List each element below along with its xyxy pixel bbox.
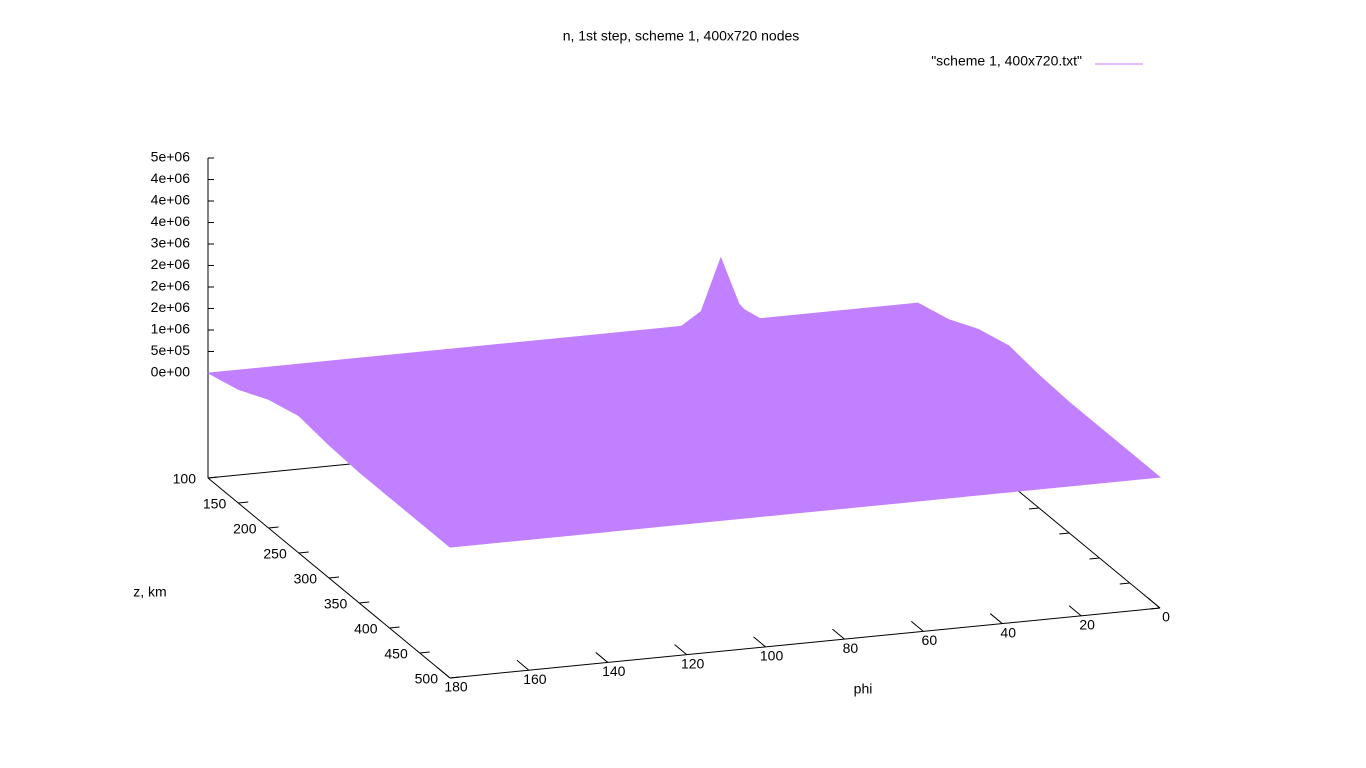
x-tick bbox=[516, 659, 530, 671]
x-tick-label: 0 bbox=[1162, 609, 1170, 625]
x-tick bbox=[832, 628, 845, 640]
y-tick-label: 300 bbox=[294, 571, 318, 587]
y-tick bbox=[419, 651, 430, 654]
x-tick-label: 140 bbox=[602, 663, 626, 679]
x-tick-label: 20 bbox=[1079, 616, 1095, 632]
z-tick-label: 2e+06 bbox=[151, 278, 191, 294]
z-tick-label: 0e+00 bbox=[151, 364, 191, 380]
y-tick bbox=[1089, 557, 1100, 560]
y-tick bbox=[1119, 582, 1130, 585]
x-tick-label: 80 bbox=[843, 640, 859, 656]
x-tick bbox=[1147, 597, 1161, 609]
z-tick-label: 1e+06 bbox=[151, 321, 191, 337]
x-tick-label: 180 bbox=[444, 679, 468, 695]
y-tick-label: 150 bbox=[203, 496, 227, 512]
x-tick bbox=[674, 644, 687, 656]
x-tick-label: 60 bbox=[922, 632, 938, 648]
z-tick-label: 4e+06 bbox=[151, 213, 191, 229]
chart-title: n, 1st step, scheme 1, 400x720 nodes bbox=[563, 28, 800, 44]
x-tick-label: 100 bbox=[760, 648, 784, 664]
x-tick-label: 40 bbox=[1000, 624, 1016, 640]
y-tick bbox=[1028, 507, 1040, 510]
x-tick-label: 160 bbox=[523, 671, 547, 687]
y-tick bbox=[389, 626, 400, 629]
y-tick bbox=[1059, 532, 1070, 535]
y-tick-label: 500 bbox=[415, 671, 439, 687]
y-tick bbox=[1149, 607, 1161, 610]
z-tick-label: 3e+06 bbox=[151, 235, 191, 251]
y-tick-label: 400 bbox=[354, 621, 378, 637]
x-tick bbox=[437, 667, 451, 679]
z-tick-label: 4e+06 bbox=[151, 170, 191, 186]
y-tick bbox=[298, 551, 309, 554]
x-axis-label: phi bbox=[854, 681, 873, 697]
x-tick bbox=[989, 613, 1003, 624]
y-axis-label: z, km bbox=[133, 584, 166, 600]
z-tick-label: 5e+06 bbox=[151, 149, 191, 165]
y-tick-label: 250 bbox=[263, 546, 287, 562]
x-tick bbox=[911, 620, 924, 632]
y-tick bbox=[268, 526, 279, 529]
y-tick bbox=[328, 576, 340, 579]
x-tick bbox=[595, 652, 609, 663]
legend-label: "scheme 1, 400x720.txt" bbox=[931, 53, 1082, 69]
y-tick bbox=[207, 476, 219, 479]
z-tick-label: 2e+06 bbox=[151, 256, 191, 272]
floor-edge bbox=[449, 607, 1161, 679]
y-tick bbox=[238, 501, 249, 504]
surface-cell bbox=[1049, 451, 1161, 486]
x-tick bbox=[753, 636, 766, 648]
y-tick-label: 350 bbox=[324, 596, 348, 612]
y-tick bbox=[359, 601, 370, 604]
y-tick-label: 200 bbox=[233, 521, 257, 537]
x-tick-label: 120 bbox=[681, 655, 705, 671]
z-tick-label: 2e+06 bbox=[151, 299, 191, 315]
y-tick bbox=[449, 676, 461, 679]
y-tick-label: 100 bbox=[173, 471, 197, 487]
z-tick-label: 5e+05 bbox=[151, 342, 191, 358]
z-tick-label: 4e+06 bbox=[151, 192, 191, 208]
y-tick-label: 450 bbox=[384, 646, 408, 662]
x-tick bbox=[1068, 605, 1082, 617]
